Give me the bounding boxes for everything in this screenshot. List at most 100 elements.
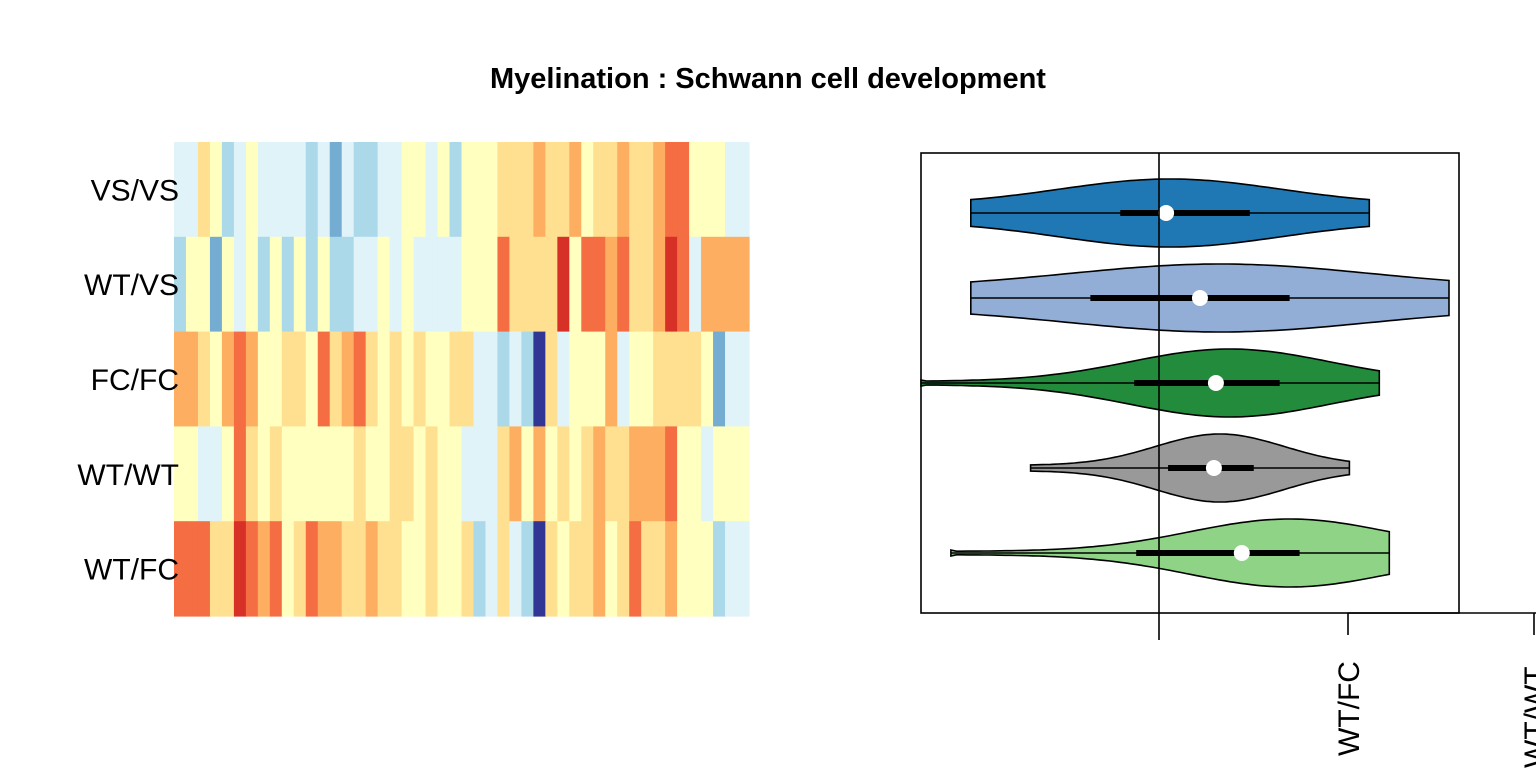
violin-median — [1158, 205, 1175, 221]
heatmap-cell — [233, 236, 247, 333]
heatmap-cell — [353, 142, 367, 238]
heatmap-cell — [593, 331, 606, 427]
heatmap-cell — [473, 142, 487, 238]
heatmap-cell — [317, 331, 331, 427]
heatmap-cell — [413, 521, 427, 617]
heatmap-cell — [581, 426, 594, 522]
heatmap-cell — [245, 142, 259, 238]
heatmap-cell — [389, 236, 403, 333]
heatmap-cell — [413, 426, 427, 522]
heatmap-cell — [209, 426, 223, 522]
heatmap-cell — [713, 426, 726, 522]
heatmap-cell — [641, 142, 654, 238]
heatmap-cell — [197, 142, 211, 238]
heatmap-cell — [221, 142, 235, 238]
heatmap-cell — [509, 426, 522, 522]
heatmap-cell — [269, 331, 283, 427]
heatmap-cell — [713, 521, 726, 617]
heatmap-cell — [305, 426, 319, 522]
heatmap-row-label: VS/VS — [91, 174, 179, 207]
heatmap-cell — [174, 142, 187, 238]
heatmap-cell — [737, 142, 750, 238]
heatmap-cell — [653, 236, 666, 333]
heatmap-cell — [641, 426, 654, 522]
heatmap-cell — [437, 426, 451, 522]
heatmap-cell — [245, 521, 259, 617]
heatmap-cell — [629, 331, 642, 427]
heatmap-cell — [209, 142, 223, 238]
heatmap-cell — [449, 521, 463, 617]
heatmap-cell — [713, 142, 726, 238]
heatmap-cell — [629, 426, 642, 522]
heatmap-cell — [209, 236, 223, 333]
heatmap-cell — [473, 236, 487, 333]
heatmap-cell — [605, 521, 618, 617]
heatmap-cell — [617, 521, 630, 617]
heatmap-cell — [689, 142, 702, 238]
heatmap-cell — [185, 236, 199, 333]
heatmap-cell — [581, 331, 594, 427]
heatmap-cell — [281, 521, 295, 617]
heatmap-cell — [617, 236, 630, 333]
heatmap-cell — [437, 331, 451, 427]
heatmap-cell — [725, 426, 738, 522]
heatmap: VS/VS WT/VS FC/FC WT/WT WT/FC — [77, 142, 750, 617]
heatmap-cell — [365, 142, 379, 238]
heatmap-cell — [365, 331, 379, 427]
heatmap-cell — [557, 331, 570, 427]
heatmap-cell — [461, 331, 475, 427]
heatmap-cell — [449, 142, 463, 238]
heatmap-cell — [281, 426, 295, 522]
heatmap-cell — [617, 331, 630, 427]
heatmap-cell — [413, 331, 427, 427]
heatmap-cell — [485, 426, 499, 522]
heatmap-cell — [629, 521, 642, 617]
heatmap-cell — [317, 521, 331, 617]
heatmap-cells — [174, 142, 750, 617]
heatmap-cell — [617, 426, 630, 522]
heatmap-cell — [497, 521, 511, 617]
heatmap-cell — [293, 236, 307, 333]
heatmap-cell — [521, 521, 534, 617]
heatmap-cell — [533, 426, 546, 522]
heatmap-cell — [209, 331, 223, 427]
heatmap-cell — [401, 521, 415, 617]
heatmap-cell — [641, 521, 654, 617]
heatmap-cell — [677, 521, 690, 617]
violin-median — [1207, 375, 1224, 391]
heatmap-cell — [257, 521, 271, 617]
heatmap-cell — [617, 142, 630, 238]
heatmap-cell — [425, 331, 439, 427]
heatmap-cell — [737, 426, 750, 522]
heatmap-cell — [581, 142, 594, 238]
heatmap-cell — [569, 426, 582, 522]
heatmap-cell — [401, 142, 415, 238]
heatmap-cell — [269, 521, 283, 617]
heatmap-cell — [521, 426, 534, 522]
heatmap-cell — [233, 142, 247, 238]
heatmap-cell — [389, 521, 403, 617]
heatmap-cell — [341, 521, 355, 617]
heatmap-cell — [389, 426, 403, 522]
heatmap-cell — [245, 236, 259, 333]
heatmap-cell — [197, 236, 211, 333]
heatmap-cell — [209, 521, 223, 617]
heatmap-cell — [701, 331, 714, 427]
heatmap-cell — [425, 142, 439, 238]
heatmap-cell — [174, 521, 187, 617]
heatmap-cell — [413, 236, 427, 333]
heatmap-cell — [725, 521, 738, 617]
heatmap-cell — [449, 236, 463, 333]
heatmap-cell — [521, 142, 534, 238]
heatmap-cell — [545, 426, 558, 522]
heatmap-cell — [665, 142, 678, 238]
heatmap-cell — [701, 426, 714, 522]
heatmap-cell — [569, 142, 582, 238]
heatmap-cell — [353, 521, 367, 617]
heatmap-cell — [533, 331, 546, 427]
heatmap-cell — [557, 236, 570, 333]
heatmap-cell — [605, 142, 618, 238]
chart-title: Myelination : Schwann cell development — [490, 63, 1046, 95]
heatmap-cell — [341, 236, 355, 333]
heatmap-cell — [281, 236, 295, 333]
